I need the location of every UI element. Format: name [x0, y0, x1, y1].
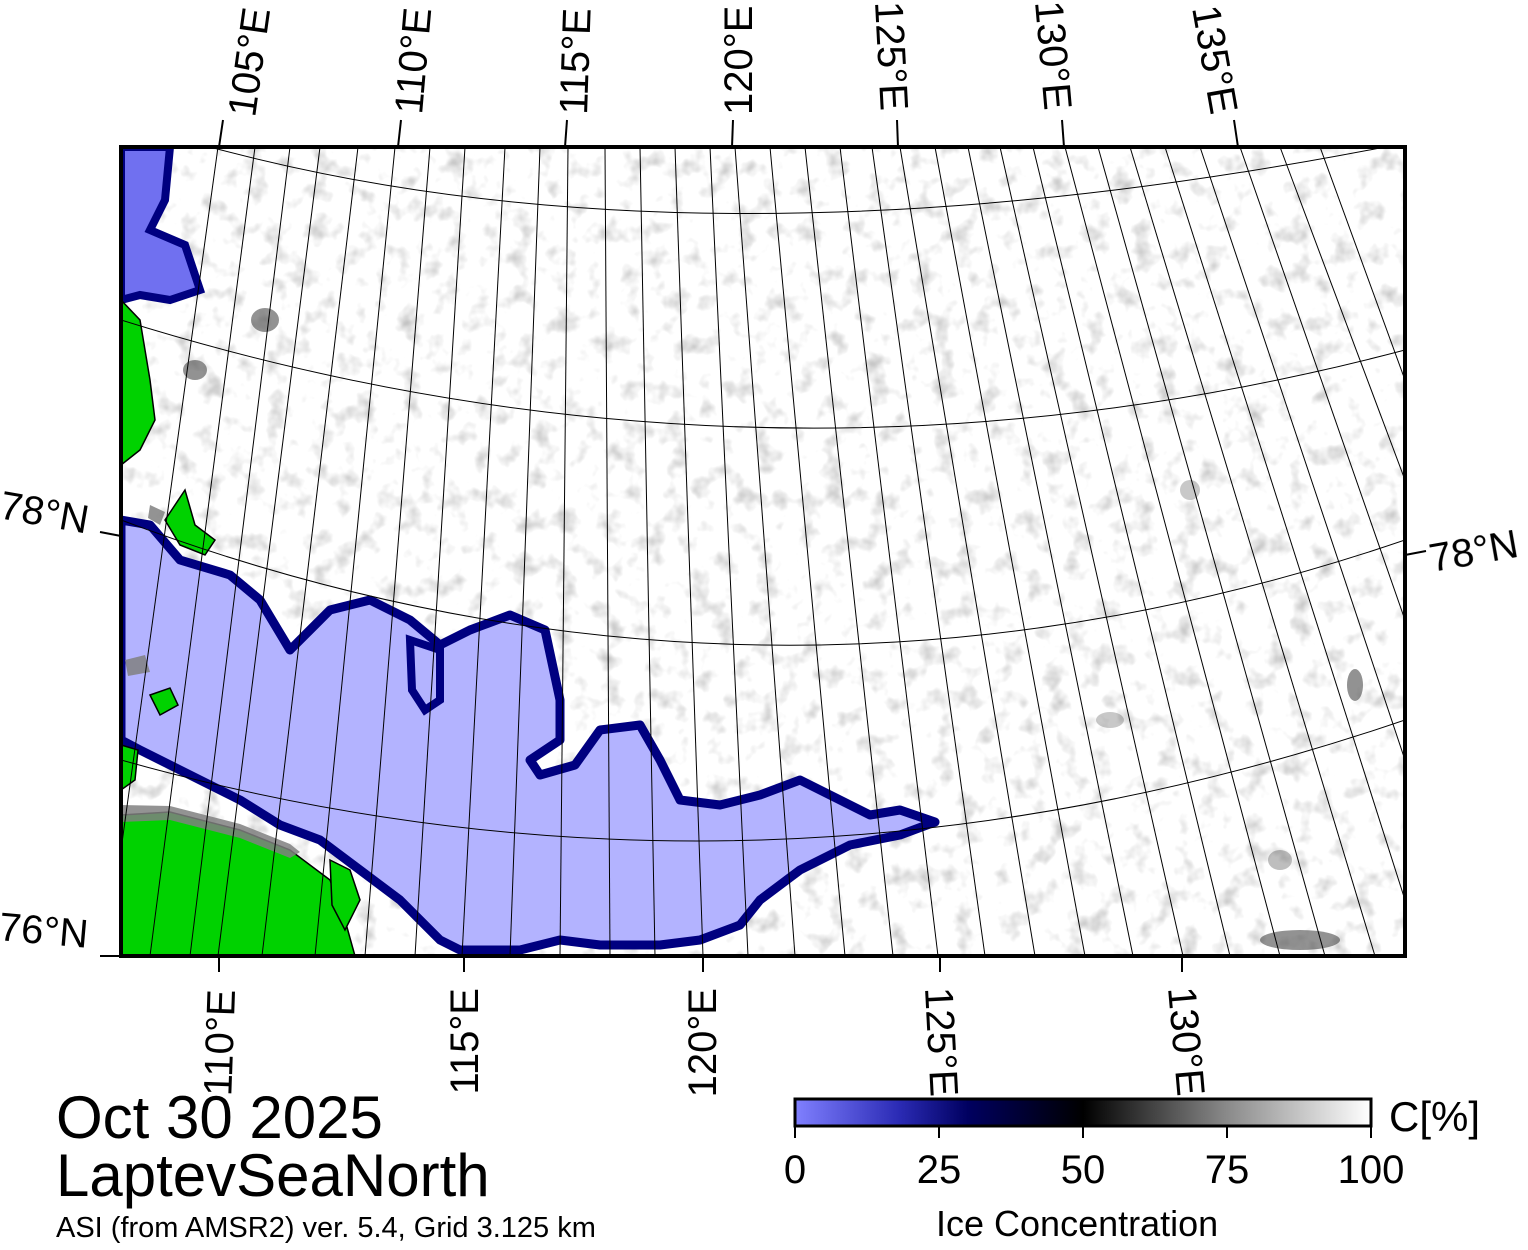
land-areas [121, 298, 361, 956]
colorbar-gradient [793, 1097, 1373, 1128]
map-date: Oct 30 2025 [56, 1084, 383, 1151]
lon-label-bottom-130: 130°E [1159, 985, 1212, 1098]
nw-open-water [121, 147, 206, 305]
parallel-80n [121, 319, 1405, 429]
graticule [121, 147, 1405, 956]
lon-label-bottom-115: 115°E [443, 988, 487, 1094]
lon-label-top-110: 110°E [387, 6, 440, 116]
parallel-78n [121, 519, 1405, 646]
colorbar-unit: C[%] [1389, 1093, 1481, 1140]
lon-label-top-120: 120°E [717, 6, 761, 115]
colorbar-tick-75: 75 [1204, 1148, 1250, 1192]
parallel-77n [121, 719, 1405, 842]
coast-mask [121, 505, 300, 858]
lon-label-bottom-120: 120°E [681, 988, 725, 1097]
parallel-81n [209, 147, 1386, 214]
lon-label-bottom-110: 110°E [196, 989, 244, 1097]
colorbar-tick-100: 100 [1337, 1148, 1405, 1192]
colorbar [793, 1097, 1373, 1138]
dense-ice-patches [183, 308, 1363, 950]
lon-label-top-105: 105°E [220, 5, 279, 119]
axis-ticks [99, 119, 1427, 972]
inlet-water [405, 634, 444, 716]
lon-label-top-135: 135°E [1183, 2, 1245, 117]
colorbar-title: Ice Concentration [936, 1203, 1219, 1244]
lon-label-top-115: 115°E [552, 7, 600, 115]
lat-label-right-78: 78°N [1426, 522, 1522, 581]
lat-label-left-76: 76°N [0, 905, 90, 957]
map-area [121, 147, 1405, 956]
lon-label-top-130: 130°E [1026, 0, 1079, 112]
map-frame [119, 145, 1407, 958]
lon-label-top-125: 125°E [866, 0, 916, 112]
colorbar-tick-25: 25 [916, 1148, 962, 1192]
colorbar-tick-50: 50 [1060, 1148, 1106, 1192]
region-name: LaptevSeaNorth [56, 1142, 490, 1209]
open-water-region [121, 515, 940, 955]
product-description: ASI (from AMSR2) ver. 5.4, Grid 3.125 km [56, 1212, 596, 1244]
lat-label-left-78: 78°N [0, 484, 92, 543]
colorbar-tick-0: 0 [783, 1148, 807, 1192]
lon-label-bottom-125: 125°E [916, 986, 966, 1098]
